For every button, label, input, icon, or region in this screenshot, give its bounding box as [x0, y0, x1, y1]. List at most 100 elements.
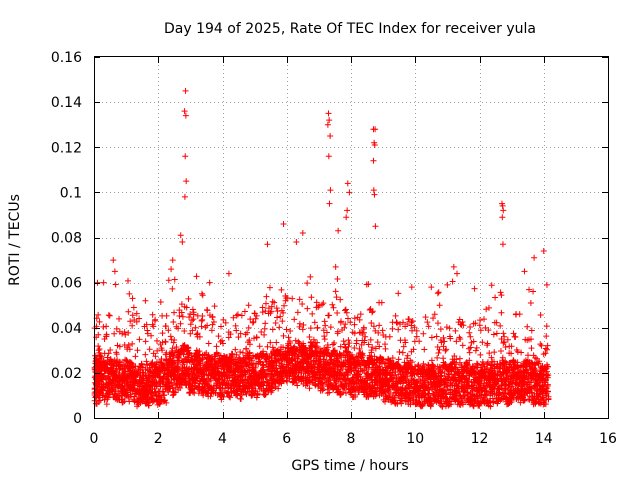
data-point — [249, 319, 256, 326]
data-point — [486, 350, 493, 357]
data-point — [261, 331, 268, 338]
data-point — [321, 356, 328, 363]
data-point — [485, 304, 492, 311]
data-point — [351, 345, 358, 352]
data-point — [540, 248, 547, 255]
data-point — [420, 377, 427, 384]
data-point — [110, 257, 117, 264]
data-point — [245, 302, 252, 309]
data-point — [147, 378, 154, 385]
data-point — [466, 378, 473, 385]
data-point — [232, 346, 239, 353]
data-point — [161, 391, 168, 398]
data-point — [435, 350, 442, 357]
data-point — [166, 385, 173, 392]
data-point — [299, 229, 306, 236]
data-point — [498, 309, 505, 316]
data-point — [334, 276, 341, 283]
data-point — [543, 281, 550, 288]
data-point — [499, 214, 506, 221]
data-point — [510, 330, 517, 337]
data-point — [523, 361, 530, 368]
data-point — [244, 368, 251, 375]
data-point — [408, 359, 415, 366]
data-point — [499, 241, 506, 248]
data-point — [165, 327, 172, 334]
data-point — [362, 333, 369, 340]
data-point — [260, 351, 267, 358]
data-point — [484, 340, 491, 347]
data-point — [105, 312, 112, 319]
data-point — [94, 279, 101, 286]
data-point — [185, 349, 192, 356]
data-point — [434, 375, 441, 382]
data-point — [243, 352, 250, 359]
data-point — [262, 308, 269, 315]
data-point — [510, 377, 517, 384]
data-point — [433, 333, 440, 340]
data-point — [452, 364, 459, 371]
data-point — [165, 388, 172, 395]
data-point — [326, 200, 333, 207]
data-point — [320, 327, 327, 334]
data-point — [159, 330, 166, 337]
data-point — [498, 292, 505, 299]
data-point — [477, 317, 484, 324]
data-point — [344, 207, 351, 214]
data-point — [234, 311, 241, 318]
data-point — [268, 389, 274, 396]
data-point — [129, 312, 136, 319]
data-point — [316, 302, 323, 309]
data-point — [281, 302, 288, 309]
data-point — [467, 323, 474, 330]
data-point — [304, 360, 311, 367]
data-point — [205, 382, 212, 389]
data-point — [101, 396, 108, 403]
data-point — [134, 388, 141, 395]
data-point — [505, 400, 512, 407]
data-point — [453, 394, 460, 401]
data-point — [192, 324, 199, 331]
data-point — [125, 329, 132, 336]
data-point — [170, 352, 177, 359]
data-point — [111, 330, 118, 337]
data-point — [246, 341, 253, 348]
data-point — [369, 309, 376, 316]
data-point — [215, 333, 222, 340]
data-point — [319, 301, 326, 308]
data-point — [507, 359, 514, 366]
data-point — [168, 266, 175, 273]
data-point — [177, 384, 184, 391]
data-point — [343, 382, 350, 389]
data-point — [343, 347, 350, 354]
data-point — [456, 316, 463, 323]
data-point — [466, 357, 473, 364]
data-point — [389, 325, 396, 332]
data-point — [356, 316, 363, 323]
data-point — [238, 312, 245, 319]
data-point — [119, 399, 126, 406]
data-point — [392, 369, 399, 376]
data-point — [401, 359, 408, 366]
data-point — [438, 372, 445, 379]
data-point — [494, 385, 501, 392]
data-point — [305, 356, 312, 363]
data-point — [376, 343, 383, 350]
data-point — [411, 324, 418, 331]
data-point — [375, 329, 382, 336]
data-point — [222, 361, 229, 368]
data-point — [392, 399, 399, 406]
data-point — [324, 342, 331, 349]
data-point — [298, 352, 305, 359]
data-point — [381, 341, 388, 348]
data-point — [230, 314, 237, 321]
data-point — [239, 349, 246, 356]
data-point — [404, 352, 411, 359]
data-point — [142, 351, 149, 358]
data-point — [472, 347, 479, 354]
data-point — [185, 295, 192, 302]
data-point — [299, 300, 306, 307]
data-point — [508, 383, 515, 390]
data-point — [493, 319, 500, 326]
data-point — [213, 343, 220, 350]
